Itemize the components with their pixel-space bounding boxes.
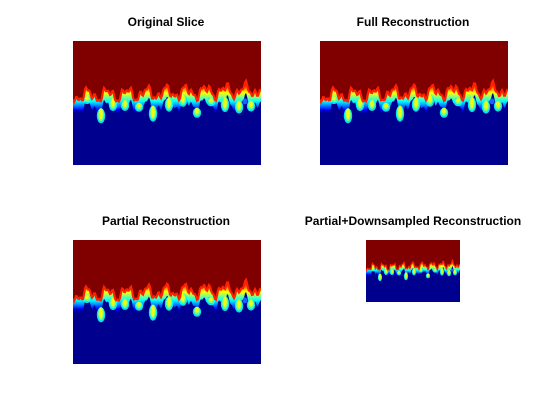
interface-rim bbox=[366, 258, 460, 272]
droplet bbox=[450, 268, 454, 272]
plume bbox=[120, 100, 130, 111]
slice-image-full bbox=[320, 41, 508, 165]
interface-rim bbox=[320, 78, 508, 105]
plume bbox=[493, 100, 503, 112]
droplet bbox=[489, 98, 495, 105]
plume bbox=[453, 98, 463, 107]
plume bbox=[192, 306, 202, 317]
plume bbox=[206, 98, 216, 107]
plume bbox=[367, 100, 377, 111]
plume bbox=[395, 105, 405, 122]
slice-svg-full bbox=[320, 41, 508, 165]
panel-title-original: Original Slice bbox=[127, 15, 205, 29]
slice-svg-partial bbox=[73, 240, 261, 364]
plume bbox=[389, 269, 395, 275]
panel-title-full: Full Reconstruction bbox=[356, 15, 470, 29]
plume bbox=[206, 297, 216, 306]
plume bbox=[246, 100, 256, 112]
upper-region bbox=[73, 41, 261, 103]
upper-region bbox=[73, 240, 261, 302]
interface-band bbox=[320, 79, 508, 115]
droplet bbox=[242, 297, 248, 304]
plume bbox=[343, 108, 353, 124]
plume bbox=[329, 96, 339, 105]
plume bbox=[234, 299, 244, 313]
plume bbox=[82, 96, 92, 105]
plume bbox=[192, 107, 202, 118]
plume bbox=[120, 299, 130, 310]
plume bbox=[381, 102, 391, 112]
plume bbox=[246, 299, 256, 311]
plume bbox=[467, 97, 477, 113]
interface-band bbox=[73, 79, 261, 115]
plume bbox=[96, 307, 106, 323]
plume bbox=[82, 295, 92, 304]
droplet bbox=[242, 98, 248, 105]
plume bbox=[425, 273, 431, 279]
slice-svg-downsampled bbox=[366, 240, 460, 302]
interface-rim bbox=[73, 78, 261, 105]
upper-region bbox=[366, 240, 460, 271]
plume bbox=[481, 100, 491, 114]
plume bbox=[439, 268, 445, 276]
slice-image-original bbox=[73, 41, 261, 165]
plume bbox=[164, 296, 174, 311]
panel-title-partial: Partial Reconstruction bbox=[101, 214, 231, 228]
interface-rim bbox=[73, 277, 261, 304]
plume bbox=[411, 97, 421, 112]
plume bbox=[148, 304, 158, 321]
plume bbox=[134, 102, 144, 112]
plume bbox=[96, 108, 106, 124]
plume bbox=[148, 105, 158, 122]
plume bbox=[452, 269, 458, 276]
plume bbox=[439, 107, 449, 118]
plume bbox=[134, 301, 144, 311]
plume bbox=[377, 273, 383, 282]
slice-svg-original bbox=[73, 41, 261, 165]
plume bbox=[432, 268, 438, 273]
plume bbox=[403, 272, 409, 281]
plume bbox=[370, 267, 376, 272]
upper-region bbox=[320, 41, 508, 103]
slice-image-partial bbox=[73, 240, 261, 364]
interface-band bbox=[73, 278, 261, 314]
panel-title-downsampled: Partial+Downsampled Reconstruction bbox=[304, 214, 522, 228]
slice-image-downsampled bbox=[366, 240, 460, 302]
plume bbox=[220, 296, 230, 312]
plume bbox=[220, 97, 230, 113]
plume bbox=[234, 100, 244, 114]
plume bbox=[446, 269, 452, 277]
plume bbox=[411, 268, 417, 276]
interface-band bbox=[366, 259, 460, 277]
plume bbox=[396, 270, 402, 276]
plume bbox=[164, 97, 174, 112]
